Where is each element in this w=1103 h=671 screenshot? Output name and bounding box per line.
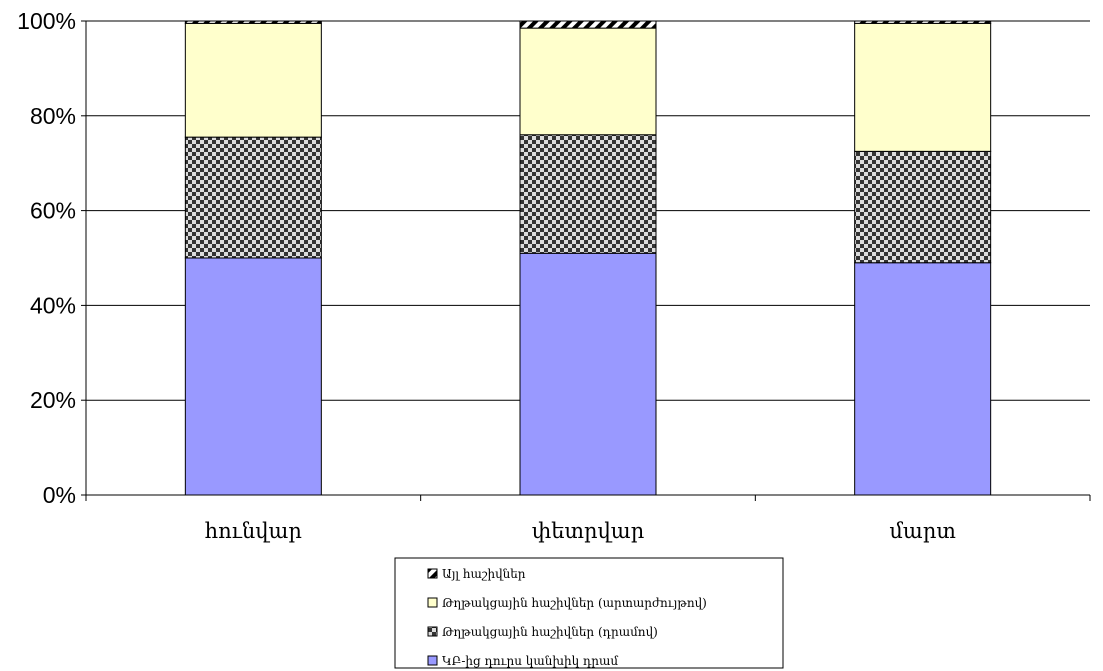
bar-segment [854,20,992,24]
legend-swatch [427,626,438,637]
y-tick-label: 60% [30,198,76,224]
bar-segment [519,27,657,136]
legend-label: ԿԲ-ից դուրս կանխիկ դրամ [442,654,618,668]
y-tick-label: 0% [43,482,76,508]
y-tick-label: 100% [17,8,76,34]
bar-segment [184,20,322,24]
bar-segment [854,262,992,496]
bar-segment [854,150,992,264]
y-axis-ticks: 0% 20% 40% 60% 80% 100% [17,8,76,508]
legend-label: Թղթակցային հաշիվներ (արտարժույթով) [442,596,707,610]
x-tick-label: հունվար [205,519,302,543]
x-axis-ticks: հունվար փետրվար մարտ [205,519,956,543]
legend: Այլ հաշիվներ Թղթակցային հաշիվներ (արտարժո… [394,557,784,669]
legend-label: Թղթակցային հաշիվներ (դրամով) [442,625,658,639]
bar-segment [519,134,657,254]
bar-segment [519,20,657,29]
x-tick-label: փետրվար [532,519,644,543]
y-tick-label: 80% [30,103,76,129]
legend-label: Այլ հաշիվներ [442,567,526,581]
legend-swatch [427,597,438,608]
legend-box [394,557,784,669]
y-tick-label: 40% [30,292,76,318]
bar-segment [184,22,322,138]
legend-swatch [427,655,438,666]
bar-segment [184,257,322,496]
bar-segment [184,136,322,259]
bars [184,20,992,496]
bar-segment [854,22,992,152]
axes [81,20,1091,501]
x-tick-label: մարտ [889,519,956,543]
legend-swatch [427,568,438,579]
y-tick-label: 20% [30,387,76,413]
bar-segment [519,252,657,496]
